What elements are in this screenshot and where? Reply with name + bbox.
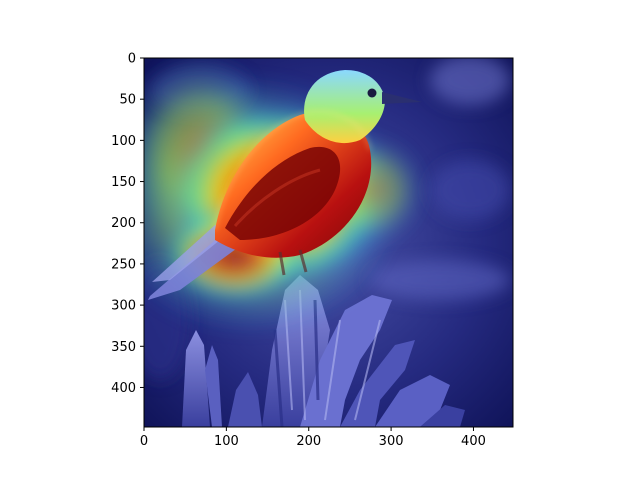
y-tick-label: 400: [111, 381, 136, 396]
y-axis: 0 50 100 150 200 250 300 350 400: [111, 52, 144, 396]
y-tick-label: 300: [111, 299, 136, 314]
plot-frame: [143, 57, 514, 428]
x-tick-label: 100: [214, 434, 239, 449]
y-tick-label: 0: [128, 52, 136, 67]
heatmap-image: [144, 58, 513, 427]
y-tick-label: 50: [119, 93, 136, 108]
bird-eye: [367, 88, 377, 98]
x-tick-label: 0: [140, 434, 148, 449]
bird-legs: [278, 249, 308, 276]
bird-wing: [225, 146, 341, 240]
y-tick-label: 350: [111, 340, 136, 355]
y-tick-label: 100: [111, 134, 136, 149]
y-tick-label: 200: [111, 216, 136, 231]
x-tick-label: 200: [296, 434, 321, 449]
x-axis: 0 100 200 300 400: [140, 427, 486, 449]
y-tick-label: 250: [111, 257, 136, 272]
bird-tail: [148, 236, 240, 300]
x-tick-label: 400: [461, 434, 486, 449]
bird-head: [304, 70, 385, 144]
bird-beak: [382, 92, 422, 104]
bird: [148, 70, 422, 300]
x-tick-label: 300: [379, 434, 404, 449]
y-tick-label: 150: [111, 175, 136, 190]
